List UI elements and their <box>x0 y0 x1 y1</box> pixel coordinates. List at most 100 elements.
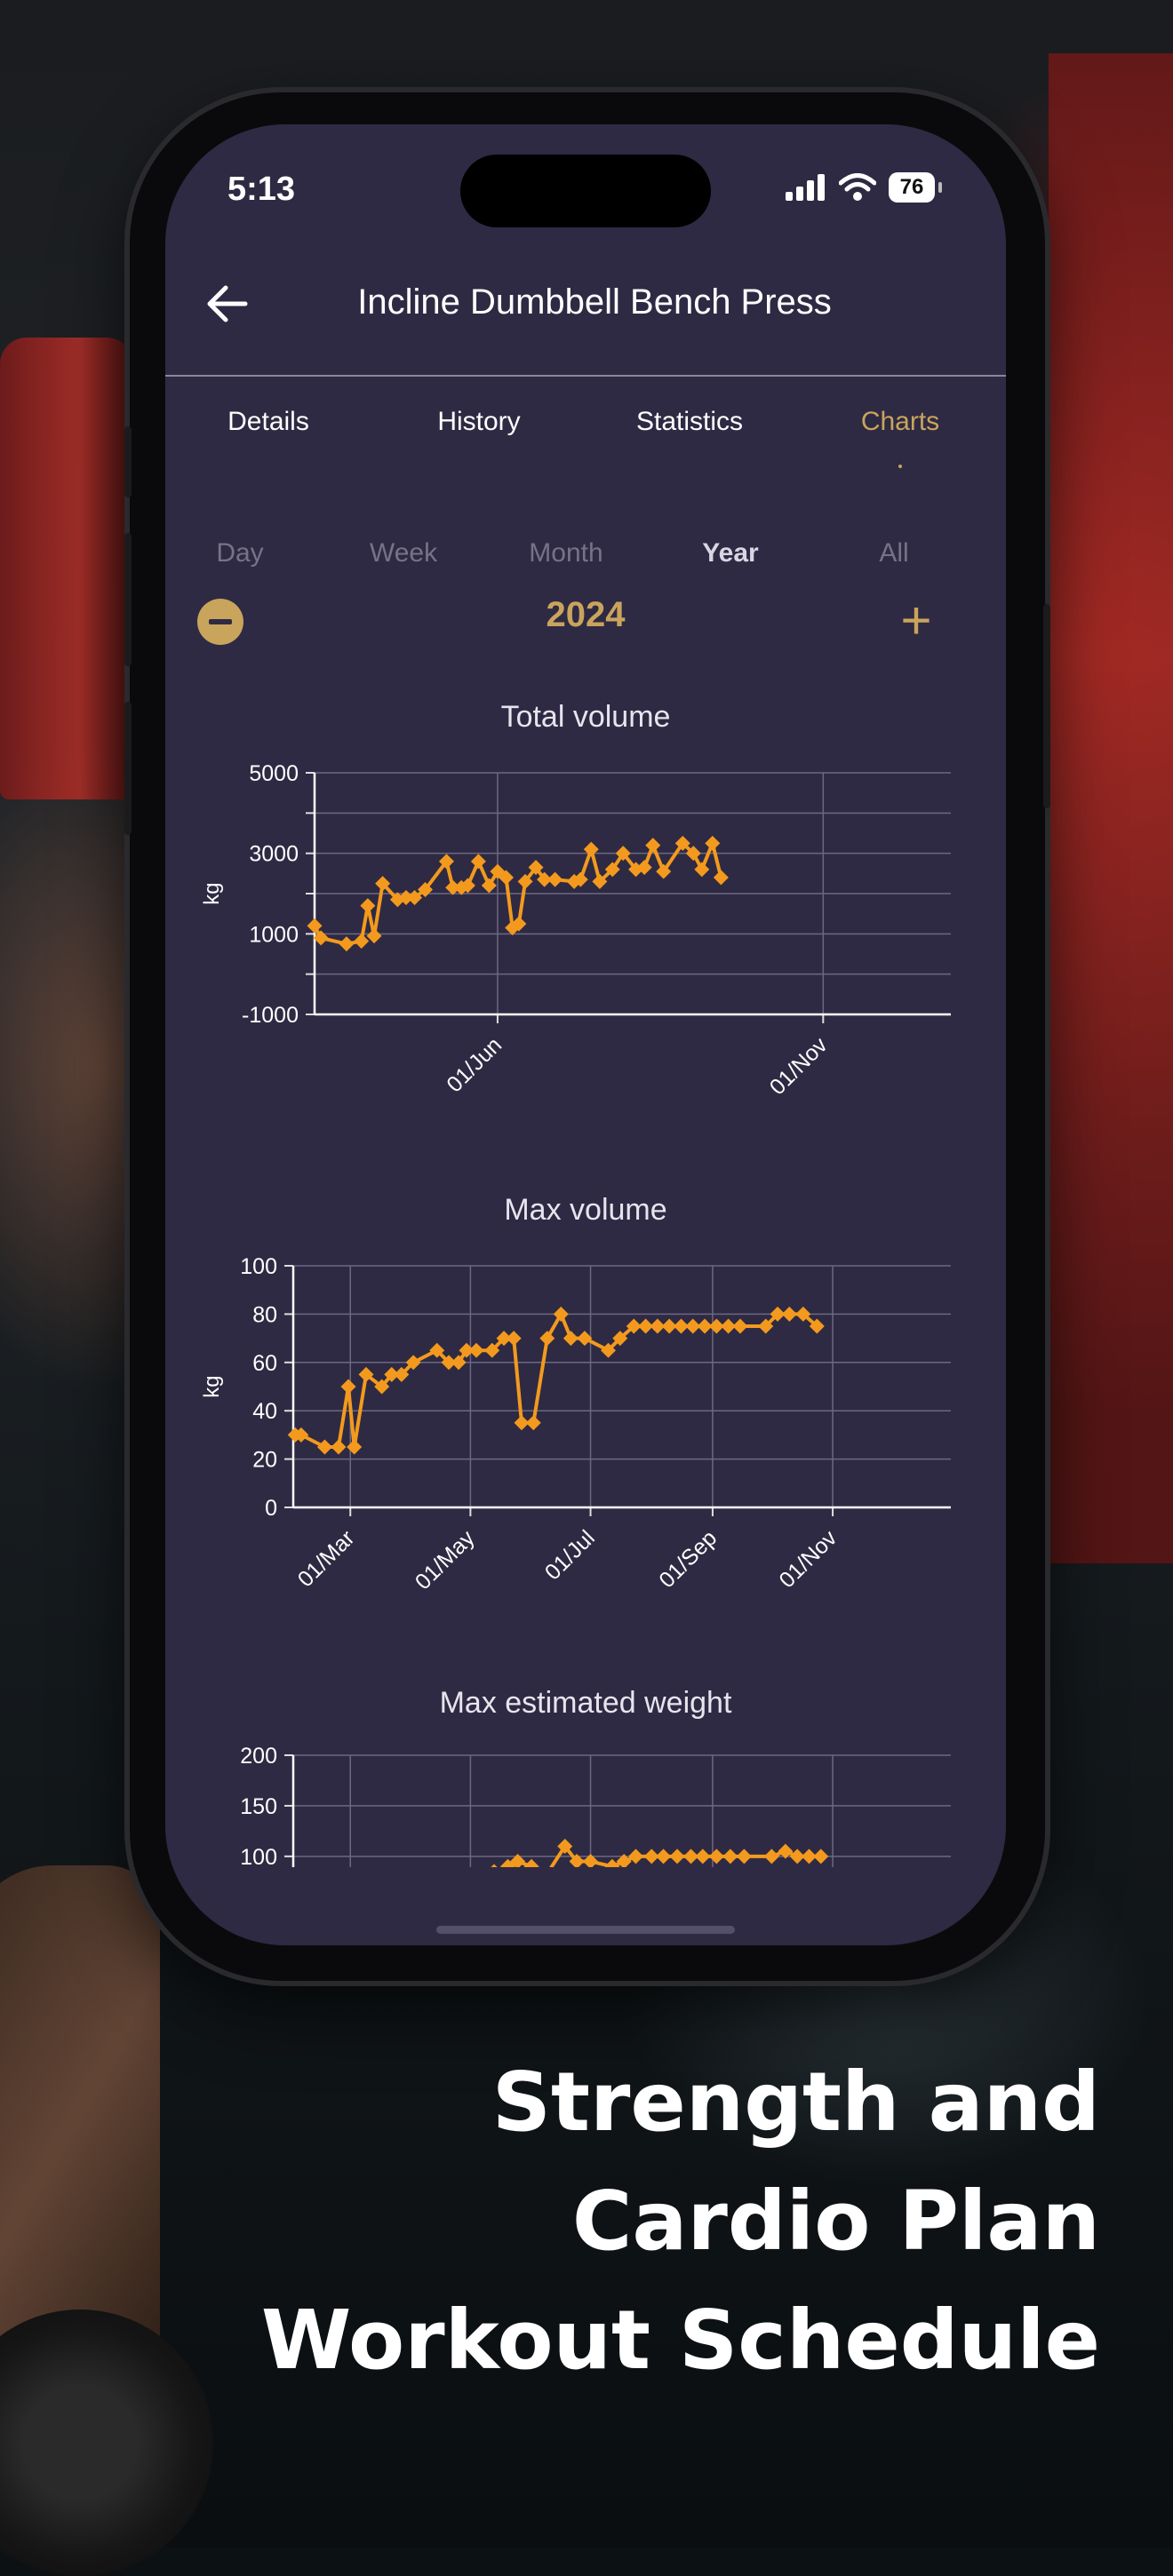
data-point <box>451 1355 467 1371</box>
data-point <box>695 1849 711 1864</box>
data-point <box>708 1849 724 1864</box>
data-point <box>517 873 533 889</box>
data-point <box>339 936 355 952</box>
data-point <box>506 1331 522 1347</box>
data-point <box>429 1342 445 1358</box>
phone-volume-up-button <box>124 533 132 666</box>
y-tick-label: 100 <box>240 1845 277 1870</box>
data-point <box>563 1331 579 1347</box>
data-point <box>459 1342 475 1358</box>
data-point <box>340 1379 356 1395</box>
y-axis-label: kg <box>200 1375 224 1397</box>
data-point <box>583 841 599 857</box>
period-month[interactable]: Month <box>529 538 603 568</box>
app-screen: 5:13 76 Incline Dumbbell Bench Press Det… <box>165 124 1006 1945</box>
chart-title-max-estimated-weight: Max estimated weight <box>439 1686 732 1720</box>
promo-line: Strength and <box>491 2055 1100 2150</box>
data-point <box>813 1849 829 1864</box>
minus-circle-icon[interactable] <box>197 599 243 645</box>
x-tick-label: 01/May <box>411 1525 480 1594</box>
data-point <box>499 870 515 886</box>
data-point <box>523 1858 539 1867</box>
chart-title-total-volume: Total volume <box>500 700 671 734</box>
data-point <box>572 871 588 887</box>
max-estimated-weight-chart: 200 150 100 <box>240 1744 951 1870</box>
tab-history[interactable]: History <box>437 407 521 436</box>
data-point <box>537 871 553 887</box>
data-point <box>539 1331 555 1347</box>
data-point <box>510 1854 526 1867</box>
data-point <box>511 916 527 932</box>
data-point <box>669 1849 685 1864</box>
wifi-icon <box>839 173 876 201</box>
period-day[interactable]: Day <box>216 538 264 568</box>
y-tick-label: 60 <box>252 1351 277 1376</box>
period-week[interactable]: Week <box>369 538 438 568</box>
home-indicator <box>436 1926 735 1934</box>
data-point <box>722 1849 738 1864</box>
period-all[interactable]: All <box>879 538 909 568</box>
active-tab-indicator <box>898 465 902 468</box>
x-tick-label: 01/Nov <box>774 1525 842 1593</box>
data-point <box>557 1838 573 1854</box>
y-axis-label: kg <box>200 882 224 904</box>
series-line <box>295 1312 818 1449</box>
data-point <box>358 1366 374 1382</box>
y-tick-label: 1000 <box>249 922 299 947</box>
data-point <box>763 1849 779 1864</box>
data-point <box>476 1869 491 1884</box>
data-point <box>674 835 690 851</box>
plus-icon[interactable]: + <box>900 591 932 650</box>
y-tick-label: 20 <box>252 1448 277 1473</box>
phone-side-button <box>124 426 132 497</box>
data-point <box>705 835 721 851</box>
battery-indicator: 76 <box>889 172 935 203</box>
y-tick-label: 200 <box>240 1744 277 1769</box>
data-point <box>434 1869 449 1884</box>
data-point <box>375 876 391 892</box>
data-point <box>685 846 701 862</box>
y-tick-label: -1000 <box>242 1003 299 1028</box>
data-point <box>293 1427 309 1443</box>
data-point <box>316 1439 332 1455</box>
data-point <box>384 1366 400 1382</box>
promo-headline: Strength and Cardio Plan Workout Schedul… <box>78 2043 1100 2400</box>
year-label: 2024 <box>546 595 626 634</box>
data-point <box>486 1864 502 1867</box>
arrow-left-icon[interactable] <box>201 277 254 330</box>
data-point <box>694 862 710 878</box>
data-point <box>394 1366 410 1382</box>
max-volume-chart: 100 80 60 40 20 0 01/Mar 01/May 01/Jul 01/Sep 01/N… <box>200 1254 951 1594</box>
data-point <box>736 1849 752 1864</box>
y-tick-label: 40 <box>252 1399 277 1424</box>
phone-volume-down-button <box>124 702 132 835</box>
data-point <box>445 1874 460 1889</box>
data-point <box>331 1439 347 1455</box>
status-time: 5:13 <box>227 171 296 208</box>
battery-tip <box>938 182 942 193</box>
page-title: Incline Dumbbell Bench Press <box>357 282 832 322</box>
y-tick-label: 5000 <box>249 761 299 786</box>
tab-details[interactable]: Details <box>227 407 309 436</box>
y-tick-label: 0 <box>265 1496 277 1521</box>
tab-statistics[interactable]: Statistics <box>635 407 744 436</box>
promo-line: Workout Schedule <box>260 2293 1100 2388</box>
tab-charts[interactable]: Charts <box>860 407 940 436</box>
data-point <box>583 1854 599 1867</box>
data-point <box>481 878 497 894</box>
data-point <box>514 1415 530 1431</box>
data-point <box>453 1869 468 1884</box>
total-volume-chart: 5000 3000 1000 -1000 01/Jun 01/Nov kg <box>200 761 951 1100</box>
x-tick-label: 01/Nov <box>765 1032 833 1100</box>
series-group <box>434 1838 829 1889</box>
data-point <box>547 871 563 887</box>
data-point <box>713 870 729 886</box>
period-year[interactable]: Year <box>702 538 759 568</box>
data-point <box>366 928 382 944</box>
data-point <box>615 846 631 862</box>
data-point <box>313 930 329 946</box>
y-tick-label: 150 <box>240 1794 277 1819</box>
data-point <box>538 1869 553 1884</box>
data-point <box>470 854 486 870</box>
signal-icon <box>786 174 825 201</box>
